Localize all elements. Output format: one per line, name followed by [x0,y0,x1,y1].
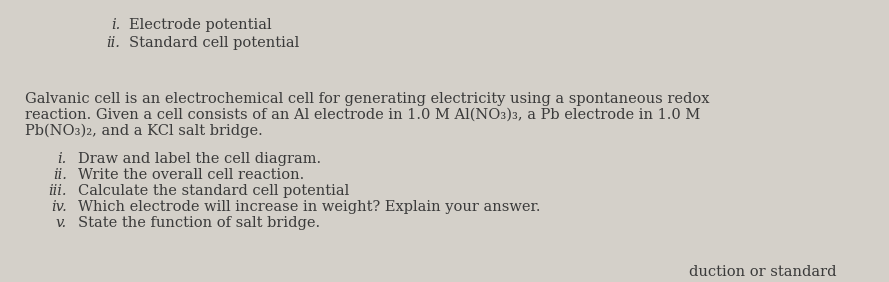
Text: Write the overall cell reaction.: Write the overall cell reaction. [78,168,304,182]
Text: Draw and label the cell diagram.: Draw and label the cell diagram. [78,152,321,166]
Text: ii.: ii. [106,36,120,50]
Text: iii.: iii. [48,184,67,198]
Text: Pb(NO₃)₂, and a KCl salt bridge.: Pb(NO₃)₂, and a KCl salt bridge. [25,124,262,138]
Text: i.: i. [111,18,120,32]
Text: Standard cell potential: Standard cell potential [129,36,300,50]
Text: ii.: ii. [52,168,67,182]
Text: Calculate the standard cell potential: Calculate the standard cell potential [78,184,349,198]
Text: Which electrode will increase in weight? Explain your answer.: Which electrode will increase in weight?… [78,200,541,214]
Text: Electrode potential: Electrode potential [129,18,271,32]
Text: reaction. Given a cell consists of an Al electrode in 1.0 M Al(NO₃)₃, a Pb elect: reaction. Given a cell consists of an Al… [25,108,701,122]
Text: State the function of salt bridge.: State the function of salt bridge. [78,216,320,230]
Text: Galvanic cell is an electrochemical cell for generating electricity using a spon: Galvanic cell is an electrochemical cell… [25,92,709,106]
Text: iv.: iv. [51,200,67,214]
Text: duction or standard: duction or standard [689,265,837,279]
Text: v.: v. [55,216,67,230]
Text: i.: i. [58,152,67,166]
